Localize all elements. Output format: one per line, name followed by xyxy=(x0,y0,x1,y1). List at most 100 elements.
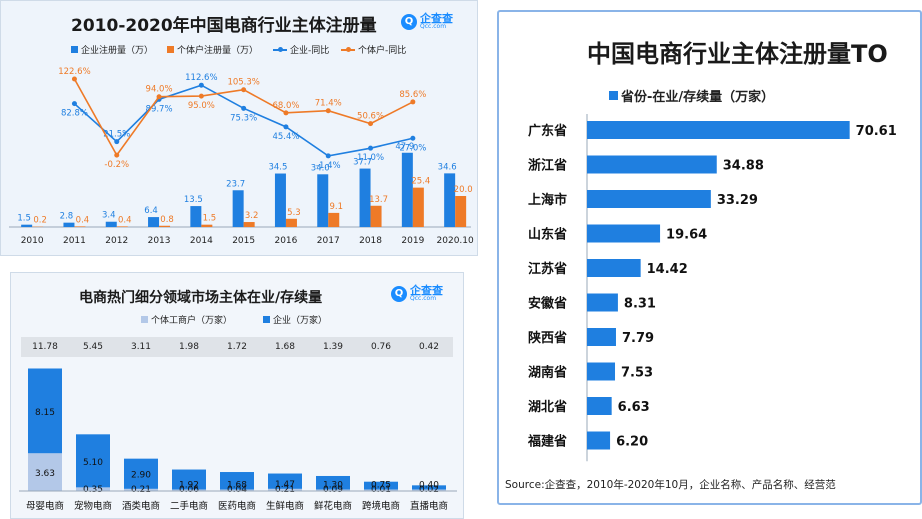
legend-swatch xyxy=(71,46,78,53)
qcc-logo-icon: Q xyxy=(391,285,407,302)
chart3-title: 中国电商行业主体注册量TO xyxy=(587,40,888,68)
individual-segment xyxy=(124,488,158,491)
legend-individual-yoy: 个体户-同比 xyxy=(341,43,406,56)
individual-yoy-label: 105.3% xyxy=(227,78,259,88)
individual-yoy-point xyxy=(156,94,162,100)
enterprise-yoy-point xyxy=(368,145,374,151)
source-note: Source:企查查，2010年-2020年10月，企业名称、产品名称、经营范 xyxy=(505,479,836,491)
enterprise-yoy-label: 112.6% xyxy=(185,73,217,83)
enterprise-bar-label: 37.7 xyxy=(353,158,372,168)
individual-bar xyxy=(328,212,340,227)
individual-bar-label: 25.4 xyxy=(411,177,430,187)
individual-segment xyxy=(76,487,110,491)
legend-label: 企业（万家） xyxy=(273,316,328,326)
legend-province: 省份-在业/存续量（万家） xyxy=(609,86,774,105)
legend-label: 个体工商户（万家） xyxy=(151,316,233,326)
enterprise-bar xyxy=(21,224,33,227)
individual-bar-label: 20.0 xyxy=(454,185,473,195)
individual-segment xyxy=(268,488,302,491)
y-tick-label: 湖北省 xyxy=(528,399,567,415)
individual-bar-label: 3.2 xyxy=(245,211,259,221)
enterprise-segment xyxy=(316,475,350,490)
enterprise-segment xyxy=(364,481,398,490)
legend-individual: 个体工商户（万家） xyxy=(141,313,232,326)
individual-segment-label: 0.01 xyxy=(371,485,391,495)
x-tick-label: 2011 xyxy=(63,236,86,246)
legend-enterprise: 企业（万家） xyxy=(263,313,327,326)
legend-enterprise-yoy: 企业-同比 xyxy=(273,43,329,56)
chart2-svg: 8.15 3.63 母婴电商 5.10 0.35 宠物电商 2.90 0.21 酒类电商 1.92… xyxy=(19,368,457,512)
individual-segment xyxy=(316,489,350,491)
enterprise-yoy-label: 82.8% xyxy=(61,109,88,119)
chart3-svg: 广东省 70.61 浙江省 34.88 上海市 33.29 山东省 19.64 江苏省 14.42… xyxy=(527,114,897,462)
province-bar xyxy=(587,190,711,208)
province-panel: 中国电商行业主体注册量TO 省份-在业/存续量（万家） 广东省 70.61 浙江省 3… xyxy=(497,10,922,505)
enterprise-segment xyxy=(268,473,302,489)
individual-bar-label: 13.7 xyxy=(369,195,388,205)
individual-bar xyxy=(159,225,171,227)
enterprise-segment-label: 1.47 xyxy=(275,480,295,490)
individual-bar xyxy=(370,205,382,227)
registration-trend-panel: 2010-2020年中国电商行业主体注册量 Q 企查查 Qcc.com 企业注册量… xyxy=(0,0,478,256)
individual-bar xyxy=(201,224,213,227)
logo-en: Qcc.com xyxy=(410,295,437,302)
individual-yoy-label: 95.0% xyxy=(188,101,215,111)
individual-yoy-point xyxy=(368,121,374,127)
enterprise-segment-label: 8.15 xyxy=(35,408,55,418)
individual-segment-label: 3.63 xyxy=(35,469,55,479)
y-tick-label: 湖南省 xyxy=(528,365,567,381)
individual-segment-label: 0.21 xyxy=(131,485,151,495)
individual-yoy-label: 94.0% xyxy=(146,85,173,95)
legend-label: 企业-同比 xyxy=(290,46,330,56)
y-tick-label: 安徽省 xyxy=(528,296,567,312)
segment-panel: 电商热门细分领域市场主体在业/存续量 Q 企查查 Qcc.com 个体工商户（万家… xyxy=(10,272,464,519)
enterprise-segment-label: 2.90 xyxy=(131,471,151,481)
individual-yoy-point xyxy=(325,108,331,114)
enterprise-bar xyxy=(190,206,202,227)
total-value: 1.68 xyxy=(274,342,296,352)
x-tick-label: 2019 xyxy=(401,236,424,246)
legend-swatch xyxy=(609,91,618,100)
province-bar xyxy=(587,121,850,139)
enterprise-bar xyxy=(232,190,244,227)
legend-swatch xyxy=(167,46,174,53)
enterprise-segment xyxy=(124,458,158,489)
enterprise-bar xyxy=(63,222,75,227)
legend-swatch xyxy=(141,316,148,323)
enterprise-yoy-label: 75.3% xyxy=(230,113,257,123)
individual-segment-label: 0.04 xyxy=(227,485,247,495)
qcc-logo-icon: Q xyxy=(401,13,417,30)
individual-yoy-point xyxy=(71,76,77,82)
x-tick-label: 2018 xyxy=(359,236,382,246)
enterprise-segment xyxy=(76,434,110,488)
individual-segment-label: 0.35 xyxy=(83,485,103,495)
province-bar-label: 7.53 xyxy=(621,366,653,381)
individual-bar-label: 1.5 xyxy=(203,214,217,224)
enterprise-bar xyxy=(105,221,117,227)
individual-yoy-point xyxy=(283,110,289,116)
individual-yoy-label: 68.0% xyxy=(272,101,299,111)
individual-bar-label: 0.4 xyxy=(118,215,132,225)
y-tick-label: 广东省 xyxy=(528,123,567,139)
individual-segment xyxy=(172,489,206,491)
total-value: 0.76 xyxy=(370,342,392,352)
enterprise-bar-label: 47.9 xyxy=(395,142,414,152)
individual-yoy-label: 122.6% xyxy=(58,67,90,77)
individual-segment-label: 0.09 xyxy=(323,485,343,495)
province-bar-label: 19.64 xyxy=(666,228,707,243)
enterprise-segment xyxy=(220,472,254,490)
legend-label: 企业注册量（万） xyxy=(81,46,154,56)
logo-en: Qcc.com xyxy=(420,23,447,30)
individual-segment xyxy=(28,453,62,491)
province-bar xyxy=(587,259,641,277)
legend-line-swatch xyxy=(273,46,287,53)
individual-bar xyxy=(116,226,128,227)
enterprise-yoy-point xyxy=(325,153,331,159)
enterprise-bar-label: 1.5 xyxy=(17,214,31,224)
legend-label: 个体户注册量（万） xyxy=(177,46,259,56)
province-bar xyxy=(587,155,717,174)
enterprise-segment-label: 1.30 xyxy=(323,481,343,491)
total-value: 0.42 xyxy=(418,342,440,352)
individual-bar-label: 0.8 xyxy=(160,215,174,225)
enterprise-bar-label: 13.5 xyxy=(184,195,203,205)
